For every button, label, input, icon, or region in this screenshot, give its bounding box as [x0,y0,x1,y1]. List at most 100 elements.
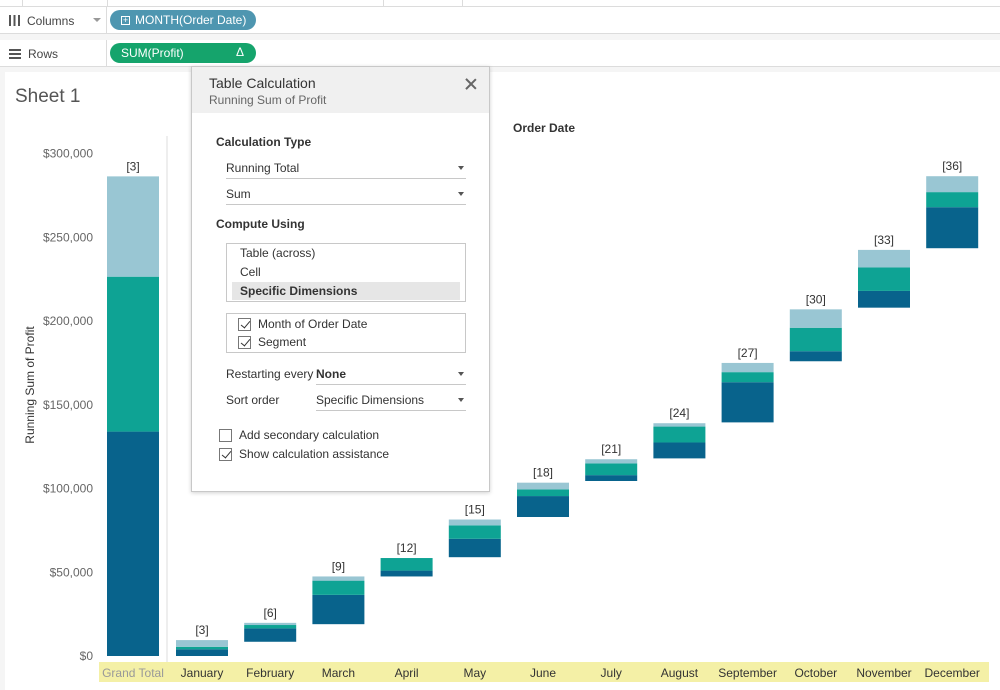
assistance-label: Show calculation assistance [239,447,390,461]
month-bar-segment [176,640,228,647]
bar-annotation: [36] [942,159,962,173]
columns-dropdown-icon[interactable] [93,18,101,22]
chevron-down-icon [458,166,464,170]
bar-annotation: [21] [601,442,621,456]
bar-annotation: [18] [533,466,553,480]
month-bar-segment [789,309,842,328]
columns-label: Columns [27,13,75,28]
calc-type-value: Running Total [226,161,300,175]
assistance-row[interactable]: Show calculation assistance [219,447,389,461]
compute-using-heading: Compute Using [216,217,305,231]
x-tick-label: July [601,666,622,680]
month-bar-segment [858,290,910,308]
bar-annotation: [27] [738,346,758,360]
sort-order-label: Sort order [226,393,280,407]
bar-annotation: [15] [465,503,485,517]
y-tick-label: $150,000 [43,398,93,412]
month-bar-segment [653,426,706,443]
x-tick-label: October [794,666,837,680]
aggregation-value: Sum [226,187,251,201]
rows-shelf[interactable]: Rows SUM(Profit) Δ [0,40,1000,67]
chevron-down-icon [458,398,464,402]
dialog-title: Table Calculation [209,75,316,91]
columns-shelf[interactable]: Columns + MONTH(Order Date) [0,7,1000,34]
rows-icon [9,48,21,59]
bar-annotation: [12] [397,541,417,555]
month-bar-segment [312,580,365,595]
chart[interactable]: Order Date Running Sum of Profit $0 $50,000… [5,72,1000,690]
grand-total-bar-segment [107,431,159,656]
table-calculation-dialog[interactable]: Table Calculation Running Sum of Profit … [191,66,490,492]
expand-plus-icon[interactable]: + [121,14,130,25]
month-bar-segment [653,442,706,459]
bar-annotation: [3] [195,623,208,637]
x-tick-label: February [246,666,294,680]
month-bar-segment [380,558,433,571]
month-bar-segment [517,496,569,518]
checkbox-checked-icon[interactable] [238,335,251,349]
sheet-title: Sheet 1 [15,86,81,107]
month-bar-segment [176,646,228,650]
checkbox-unchecked-icon[interactable] [219,428,232,442]
month-bar-segment [585,475,638,481]
month-bar-segment [517,482,569,490]
month-bar-segment [653,423,706,427]
month-bar-segment [517,489,569,497]
month-bar-segment [585,463,638,476]
calc-type-dropdown[interactable]: Running Total [226,157,466,179]
restarting-label: Restarting every [226,367,314,381]
columns-pill-label: MONTH(Order Date) [135,13,247,27]
restarting-dropdown[interactable]: None [316,363,466,385]
column-header-title: Order Date [513,121,575,135]
compute-option-specific-dimensions[interactable]: Specific Dimensions [232,282,460,300]
y-tick-label: $50,000 [50,565,94,579]
y-tick-label: $0 [80,649,94,663]
rows-pill[interactable]: SUM(Profit) Δ [110,43,256,63]
month-bar-segment [926,207,979,249]
dimension-month-row[interactable]: Month of Order Date [238,317,367,331]
dimension-segment-label: Segment [258,335,307,349]
grand-total-bar-segment [107,276,159,432]
x-tick-label: June [530,666,556,680]
dimensions-list[interactable]: Month of Order Date Segment [226,313,466,353]
grand-total-annotation: [3] [126,159,139,173]
bar-annotation: [30] [806,292,826,306]
checkbox-checked-icon[interactable] [238,317,251,331]
month-bar-segment [926,192,979,208]
checkbox-checked-icon[interactable] [219,447,232,461]
month-bar-segment [721,362,774,373]
compute-option-cell[interactable]: Cell [240,265,261,279]
rows-label: Rows [28,46,59,61]
bar-annotation: [6] [264,606,277,620]
close-icon[interactable] [464,77,478,91]
month-bar-segment [312,576,365,581]
x-tick-label-grand-total: Grand Total [102,666,164,680]
secondary-calc-label: Add secondary calculation [239,428,380,442]
restarting-value: None [316,367,346,381]
compute-using-list[interactable]: Table (across) Cell Specific Dimensions [226,243,466,302]
columns-pill[interactable]: + MONTH(Order Date) [110,10,256,30]
calc-type-heading: Calculation Type [216,135,312,149]
month-bar-segment [858,267,910,291]
y-tick-label: $300,000 [43,147,93,161]
y-tick-label: $200,000 [43,314,93,328]
month-bar-segment [585,459,638,464]
sort-order-dropdown[interactable]: Specific Dimensions [316,389,466,411]
aggregation-dropdown[interactable]: Sum [226,183,466,205]
secondary-calc-row[interactable]: Add secondary calculation [219,428,379,442]
x-tick-label: January [181,666,224,680]
chevron-down-icon [458,372,464,376]
dimension-segment-row[interactable]: Segment [238,335,306,349]
month-bar-segment [721,382,774,423]
rows-shelf-label: Rows [0,40,107,67]
month-bar-segment [448,525,501,539]
month-bar-segment [244,622,297,626]
x-tick-label: April [395,666,419,680]
columns-shelf-label: Columns [0,7,107,34]
compute-option-table-across[interactable]: Table (across) [240,246,316,260]
month-bar-segment [858,249,910,268]
top-shelf-strip [0,0,1000,7]
bar-annotation: [33] [874,233,894,247]
table-calc-delta-icon: Δ [235,45,244,59]
y-axis-label: Running Sum of Profit [23,326,37,444]
